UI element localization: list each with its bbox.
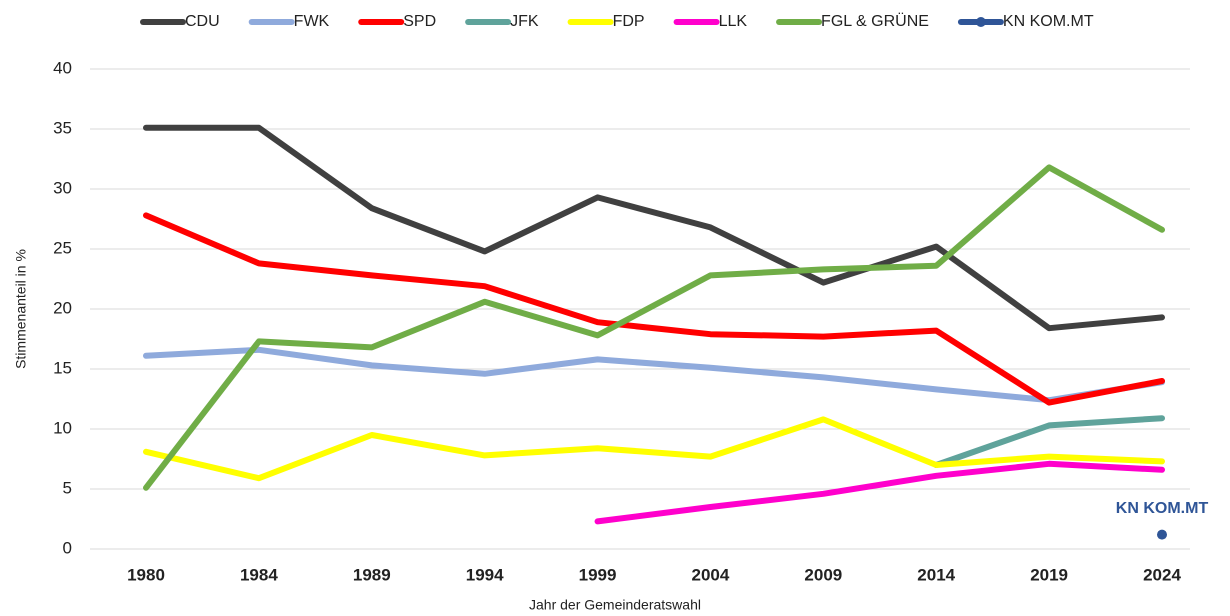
y-tick-label: 20 — [53, 298, 72, 317]
legend-label: CDU — [185, 13, 220, 30]
x-tick-label: 1989 — [353, 565, 391, 584]
x-tick-label: 2004 — [692, 565, 730, 584]
x-axis-title: Jahr der Gemeinderatswahl — [529, 597, 701, 613]
legend-label: KN KOM.MT — [1003, 13, 1094, 30]
x-tick-label: 1999 — [579, 565, 617, 584]
series-line — [143, 164, 1165, 491]
series-line — [143, 346, 1165, 404]
series-line — [933, 415, 1165, 468]
x-tick-label: 2019 — [1030, 565, 1068, 584]
y-tick-label: 40 — [53, 58, 72, 77]
grid: 0 5 10 15 20 25 30 35 40 1980 1984 1989 1994 1999 2004… — [53, 58, 1190, 584]
legend-label: FDP — [613, 13, 645, 30]
y-tick-label: 10 — [53, 418, 72, 437]
series-lines — [143, 124, 1167, 540]
x-tick-label: 2014 — [917, 565, 955, 584]
y-tick-label: 5 — [63, 478, 72, 497]
series-line — [143, 124, 1165, 332]
y-axis-title: Stimmenanteil in % — [13, 249, 29, 369]
x-tick-label: 1994 — [466, 565, 504, 584]
y-tick-label: 25 — [53, 238, 72, 257]
labels: KN KOM.MT — [1116, 500, 1209, 517]
x-tick-label: 1984 — [240, 565, 278, 584]
y-tick-label: 30 — [53, 178, 72, 197]
point-label: KN KOM.MT — [1116, 500, 1209, 517]
legend: CDU FWK SPD JFK FDP LLK FGL & GRÜNE KN KOM.MT — [140, 12, 1094, 30]
series-line — [143, 416, 1165, 482]
legend-marker — [975, 17, 986, 27]
legend-label: JFK — [510, 13, 539, 30]
legend-label: LLK — [719, 13, 748, 30]
x-tick-label: 2009 — [804, 565, 842, 584]
x-tick-label: 1980 — [127, 565, 165, 584]
y-tick-label: 15 — [53, 358, 72, 377]
legend-label: FWK — [294, 13, 330, 30]
series-line — [594, 460, 1165, 525]
legend-label: SPD — [403, 13, 436, 30]
x-tick-label: 2024 — [1143, 565, 1181, 584]
y-tick-label: 35 — [53, 118, 72, 137]
legend-label: FGL & GRÜNE — [821, 12, 929, 30]
series-line — [143, 212, 1165, 406]
data-point — [1157, 529, 1167, 540]
y-tick-label: 0 — [63, 538, 72, 557]
